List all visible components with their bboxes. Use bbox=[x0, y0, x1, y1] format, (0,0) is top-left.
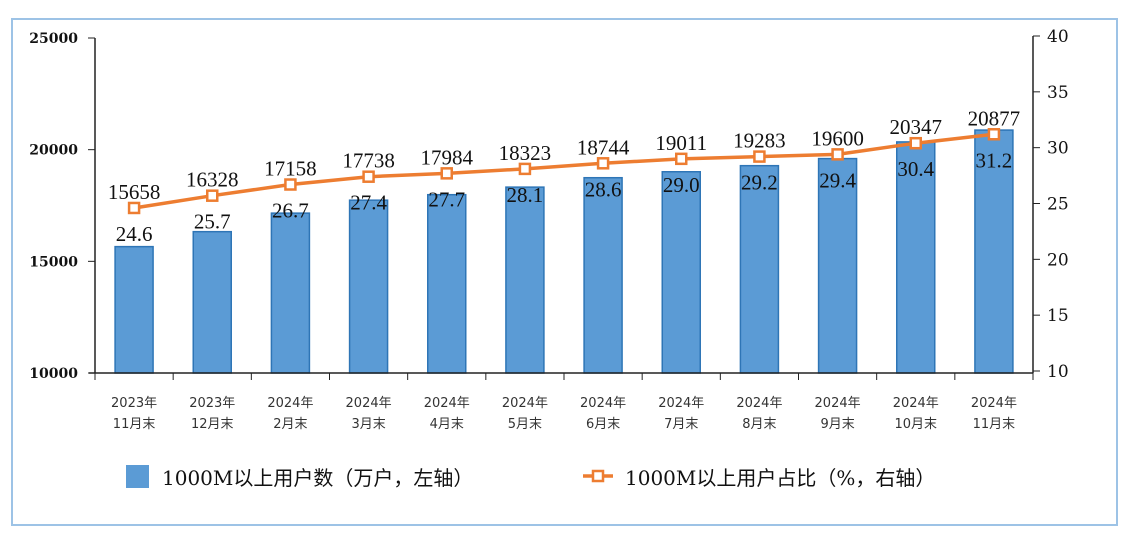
percent-value-label: 29.2 bbox=[741, 171, 778, 195]
bar bbox=[661, 171, 701, 374]
bar-value-label: 19011 bbox=[655, 131, 707, 155]
x-tick-label: 5月末 bbox=[508, 417, 542, 432]
percent-value-label: 29.0 bbox=[663, 173, 700, 197]
x-tick-label: 7月末 bbox=[664, 417, 698, 432]
x-tick-label: 3月末 bbox=[351, 417, 385, 432]
bar bbox=[896, 141, 936, 374]
bar-value-label: 20347 bbox=[890, 115, 943, 139]
percent-value-label: 30.4 bbox=[897, 157, 934, 181]
bar-value-label: 17984 bbox=[421, 145, 474, 169]
bar bbox=[114, 245, 154, 374]
bar-value-label: 20877 bbox=[968, 106, 1021, 130]
percent-value-label: 24.6 bbox=[116, 222, 153, 246]
percent-marker bbox=[440, 167, 453, 180]
x-tick-label: 2024年 bbox=[736, 396, 782, 411]
x-tick-label: 2023年 bbox=[189, 396, 235, 411]
x-tick-label: 2024年 bbox=[424, 396, 470, 411]
x-tick-label: 2024年 bbox=[346, 396, 392, 411]
percent-value-label: 29.4 bbox=[819, 168, 856, 192]
x-tick-label: 8月末 bbox=[742, 417, 776, 432]
right-tick-label: 40 bbox=[1047, 27, 1069, 47]
x-tick-label: 2024年 bbox=[580, 396, 626, 411]
left-tick-label: 25000 bbox=[29, 31, 78, 47]
bar-value-label: 19283 bbox=[733, 129, 786, 153]
bar bbox=[192, 230, 232, 374]
x-tick-label: 2024年 bbox=[815, 396, 861, 411]
percent-line bbox=[133, 132, 995, 210]
right-tick-label: 10 bbox=[1047, 362, 1069, 382]
bar bbox=[583, 176, 623, 374]
legend-line-label: 1000M以上用户占比（%，右轴） bbox=[625, 466, 935, 490]
percent-value-label: 28.1 bbox=[507, 183, 544, 207]
percent-value-label: 27.4 bbox=[350, 191, 387, 215]
chart-frame bbox=[11, 18, 1118, 526]
percent-marker bbox=[362, 170, 375, 183]
x-tick-label: 2024年 bbox=[658, 396, 704, 411]
bar-value-label: 19600 bbox=[811, 126, 864, 150]
left-tick-label: 20000 bbox=[29, 143, 78, 159]
x-tick-label: 2024年 bbox=[502, 396, 548, 411]
percent-marker bbox=[127, 201, 141, 215]
right-tick-label: 30 bbox=[1047, 139, 1069, 159]
percent-value-label: 27.7 bbox=[428, 187, 465, 211]
right-tick-label: 35 bbox=[1047, 83, 1069, 103]
legend-bar-label: 1000M以上用户数（万户，左轴） bbox=[162, 466, 473, 490]
left-tick-label: 10000 bbox=[29, 366, 78, 382]
x-tick-label: 12月末 bbox=[191, 417, 234, 432]
bar-value-label: 16328 bbox=[186, 168, 239, 192]
percent-value-label: 31.2 bbox=[976, 148, 1013, 172]
x-tick-label: 6月末 bbox=[586, 417, 620, 432]
legend-bar-swatch bbox=[126, 465, 149, 488]
percent-marker bbox=[909, 136, 922, 150]
right-tick-label: 25 bbox=[1047, 195, 1069, 215]
legend-line-marker bbox=[591, 469, 605, 483]
x-tick-label: 11月末 bbox=[973, 417, 1016, 432]
right-tick-label: 15 bbox=[1047, 306, 1069, 326]
bar bbox=[817, 157, 858, 374]
percent-marker bbox=[596, 157, 610, 170]
x-tick-label: 2024年 bbox=[893, 396, 939, 411]
x-tick-label: 11月末 bbox=[113, 417, 156, 432]
legend: 1000M以上用户数（万户，左轴） 1000M以上用户占比（%，右轴） bbox=[126, 465, 935, 490]
x-tick-label: 2024年 bbox=[971, 396, 1017, 411]
bar-value-label: 15658 bbox=[108, 180, 161, 204]
bar-value-label: 17738 bbox=[342, 149, 395, 173]
percent-value-label: 25.7 bbox=[194, 210, 231, 234]
bar bbox=[739, 164, 780, 374]
percent-value-label: 28.6 bbox=[585, 177, 622, 201]
x-tick-label: 2月末 bbox=[273, 417, 307, 432]
x-tick-label: 2023年 bbox=[111, 396, 157, 411]
percent-marker bbox=[284, 178, 297, 191]
percent-marker bbox=[831, 148, 844, 161]
bar bbox=[348, 199, 389, 374]
bar bbox=[270, 212, 311, 374]
percent-value-label: 26.7 bbox=[272, 199, 309, 223]
bar-value-label: 18323 bbox=[499, 141, 552, 165]
percent-marker bbox=[206, 189, 219, 202]
bar bbox=[505, 186, 545, 374]
percent-marker bbox=[753, 150, 766, 163]
bar-value-label: 17158 bbox=[264, 157, 317, 181]
right-tick-label: 20 bbox=[1047, 250, 1069, 270]
x-tick-label: 9月末 bbox=[820, 417, 854, 432]
x-tick-label: 2024年 bbox=[267, 396, 313, 411]
left-tick-label: 15000 bbox=[29, 254, 78, 270]
percent-marker bbox=[675, 152, 688, 166]
percent-marker bbox=[987, 128, 1001, 141]
bar bbox=[427, 193, 467, 374]
x-tick-label: 10月末 bbox=[894, 417, 937, 432]
percent-marker bbox=[518, 162, 532, 176]
x-tick-label: 4月末 bbox=[430, 417, 464, 432]
bar-value-label: 18744 bbox=[577, 135, 630, 159]
